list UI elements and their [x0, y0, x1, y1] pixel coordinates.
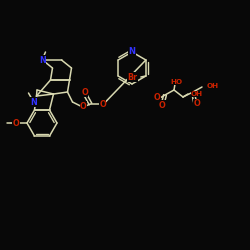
Text: OH: OH	[207, 83, 219, 89]
Text: O: O	[81, 88, 88, 96]
Text: HO: HO	[170, 79, 182, 85]
Text: O: O	[154, 94, 160, 102]
Text: N: N	[39, 56, 46, 64]
Text: O: O	[194, 100, 200, 108]
Text: O: O	[12, 118, 20, 128]
Text: O: O	[159, 100, 166, 110]
Text: O: O	[80, 102, 87, 110]
Text: OH: OH	[191, 91, 203, 97]
Text: Br: Br	[128, 72, 138, 82]
Text: N: N	[30, 98, 37, 106]
Text: N: N	[128, 46, 136, 56]
Text: O: O	[99, 100, 106, 108]
